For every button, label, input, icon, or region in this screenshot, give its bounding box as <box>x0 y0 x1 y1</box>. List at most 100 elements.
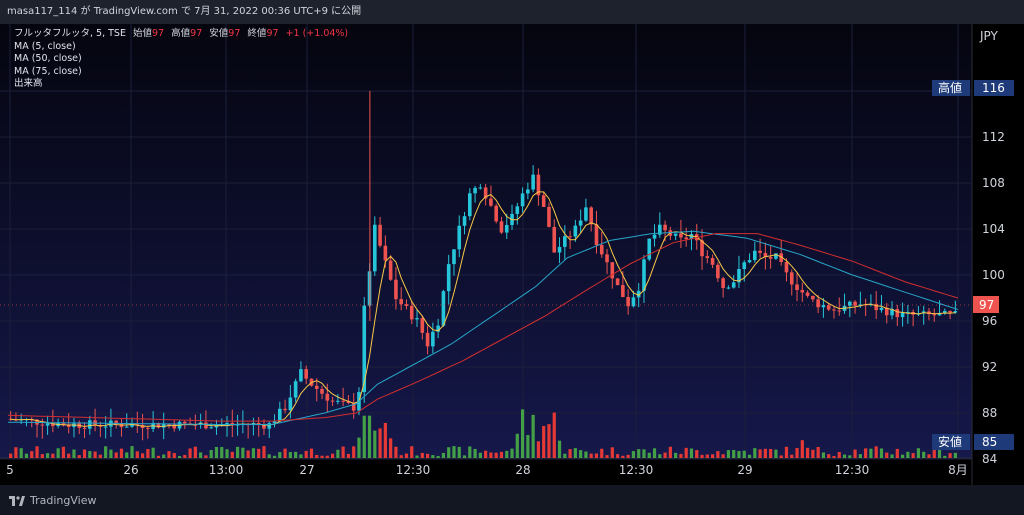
candle-body <box>441 291 446 326</box>
candle-body <box>156 423 161 428</box>
candle-body <box>40 424 45 426</box>
volume-bar <box>235 446 240 458</box>
candle-body <box>731 282 736 288</box>
candle-body <box>499 221 504 233</box>
volume-bar <box>726 450 731 458</box>
volume-bar <box>14 447 18 458</box>
candle-body <box>789 272 794 285</box>
volume-bar <box>837 451 841 458</box>
volume-bar <box>294 451 298 458</box>
candle-body <box>489 198 493 206</box>
candle-body <box>262 424 266 429</box>
high-marker-value: 116 <box>982 81 1005 95</box>
candle-body <box>520 193 525 207</box>
time-tick-label: 8月 <box>948 463 968 477</box>
candle-body <box>314 385 319 389</box>
tradingview-logo-icon <box>9 495 25 506</box>
volume-bar <box>879 448 884 458</box>
change-value: +1 (+1.04%) <box>285 28 349 39</box>
volume-bar <box>394 446 398 458</box>
high-value: 97 <box>190 28 203 39</box>
legend-indicator-ma75[interactable]: MA (75, close) <box>14 65 82 77</box>
candle-body <box>552 226 557 253</box>
volume-bar <box>93 451 97 458</box>
candle-body <box>362 305 367 393</box>
candle-body <box>906 311 910 313</box>
candle-body <box>478 187 483 189</box>
volume-bar <box>610 447 614 458</box>
volume-bar <box>700 454 704 458</box>
volume-bar <box>842 454 847 458</box>
price-tick-label: 112 <box>982 130 1005 144</box>
volume-bar <box>832 455 836 458</box>
volume-bar <box>151 447 155 458</box>
ma75-line <box>7 233 959 422</box>
candle-body <box>784 261 789 273</box>
volume-bar <box>494 452 498 458</box>
legend-symbol-row: フルッタフルッタ, 5, TSE 始値97 高値97 安値97 終値97 +1 … <box>14 28 348 41</box>
legend-indicator-ma5[interactable]: MA (5, close) <box>14 40 76 52</box>
last-price-badge: 97 <box>973 296 999 313</box>
volume-bar <box>425 453 430 458</box>
volume-bar <box>447 447 451 458</box>
legend-indicator-volume[interactable]: 出来高 <box>14 78 43 89</box>
volume-bar <box>114 452 118 458</box>
close-label: 終値 <box>247 28 267 39</box>
volume-bar <box>45 453 50 458</box>
volume-bar <box>695 450 699 458</box>
volume-bar <box>130 446 134 458</box>
tradingview-brand[interactable]: TradingView <box>9 494 96 507</box>
candle-body <box>299 369 303 382</box>
time-tick-label: 27 <box>299 463 314 477</box>
currency-label[interactable]: JPY <box>979 29 999 43</box>
volume-bar <box>536 441 541 458</box>
volume-bar <box>658 454 662 458</box>
volume-bar <box>82 449 87 458</box>
volume-bar <box>441 452 446 458</box>
volume-bar <box>357 437 361 458</box>
volume-bar <box>927 454 931 458</box>
price-chart[interactable]: 84 88 92 96 100 104 108 112 116 5 26 13:00 27 12:30 2… <box>0 24 1024 485</box>
volume-bar <box>510 448 514 458</box>
low-marker: 安値 85 <box>932 434 1014 450</box>
candle-body <box>953 311 958 313</box>
volume-bar <box>288 452 292 458</box>
candle-body <box>66 425 71 427</box>
volume-bar <box>177 455 182 458</box>
volume-bar <box>937 447 942 458</box>
volume-bar <box>943 455 947 458</box>
time-tick-label: 12:30 <box>396 463 431 477</box>
candle-body <box>642 259 646 291</box>
candle-body <box>658 224 662 235</box>
candle-body <box>351 403 356 411</box>
volume-bar <box>573 448 577 458</box>
candle-body <box>346 400 351 404</box>
low-label: 安値 <box>209 28 229 39</box>
volume-bar <box>225 449 229 458</box>
volume-bar <box>652 448 657 458</box>
candle-body <box>415 318 419 320</box>
legend-indicator-ma50[interactable]: MA (50, close) <box>14 53 82 64</box>
candle-body <box>288 397 293 411</box>
volume-bar <box>457 446 461 458</box>
volume-bar <box>172 453 176 458</box>
price-tick-label: 104 <box>982 222 1005 236</box>
candle-body <box>378 224 382 246</box>
volume-bar <box>309 448 314 458</box>
volume-bar <box>668 446 672 458</box>
volume-bar <box>109 449 113 458</box>
candle-body <box>679 233 683 238</box>
candle-body <box>130 423 134 427</box>
volume-bar <box>615 454 620 458</box>
symbol-name[interactable]: フルッタフルッタ, 5, TSE <box>14 28 126 39</box>
time-axis[interactable]: 5 26 13:00 27 12:30 28 12:30 29 12:30 8月 <box>6 463 968 477</box>
volume-bar <box>40 454 44 458</box>
candle-body <box>584 207 588 221</box>
candle-body <box>547 206 551 227</box>
last-price-value: 97 <box>979 298 994 312</box>
candle-body <box>610 262 615 279</box>
volume-bar <box>579 450 583 458</box>
volume-bar <box>563 453 567 458</box>
candle-body <box>948 310 952 313</box>
candle-body <box>214 425 219 428</box>
